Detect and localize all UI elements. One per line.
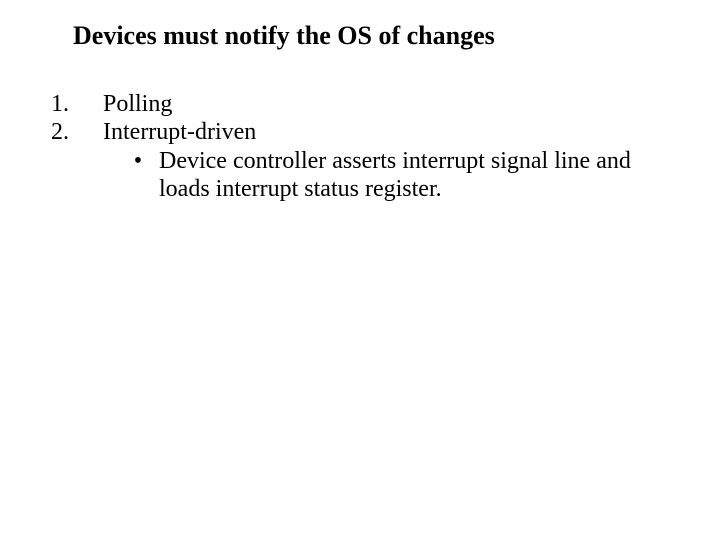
numbered-list: 1. Polling 2. Interrupt-driven • Device …: [45, 90, 675, 203]
list-marker: 1.: [45, 90, 103, 118]
slide-body: 1. Polling 2. Interrupt-driven • Device …: [45, 90, 675, 203]
bullet-icon: •: [103, 147, 159, 175]
list-text-label: Interrupt-driven: [103, 119, 256, 145]
list-text: Interrupt-driven • Device controller ass…: [103, 118, 675, 203]
list-item: 2. Interrupt-driven • Device controller …: [45, 118, 675, 203]
list-item: 1. Polling: [45, 90, 675, 118]
sub-list-item: • Device controller asserts interrupt si…: [103, 147, 675, 204]
sub-list-text: Device controller asserts interrupt sign…: [159, 147, 675, 204]
slide-title: Devices must notify the OS of changes: [73, 20, 495, 51]
list-marker: 2.: [45, 118, 103, 146]
slide: Devices must notify the OS of changes 1.…: [0, 0, 720, 540]
list-text: Polling: [103, 90, 675, 118]
